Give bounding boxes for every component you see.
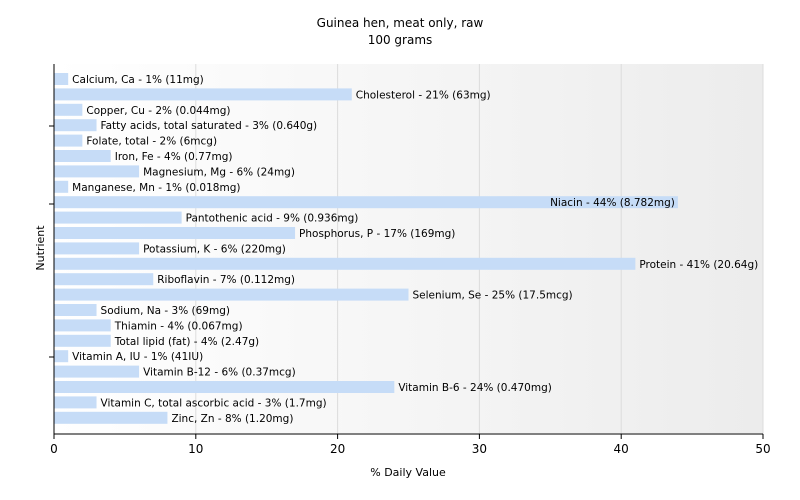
bar-label: Vitamin C, total ascorbic acid - 3% (1.7… — [101, 397, 327, 409]
bar — [54, 334, 111, 347]
bar-label: Total lipid (fat) - 4% (2.47g) — [114, 336, 259, 348]
bar-label: Niacin - 44% (8.782mg) — [550, 197, 675, 209]
y-axis-ticks — [49, 125, 54, 358]
bar — [54, 134, 83, 147]
grid-lines — [195, 64, 764, 434]
bar — [54, 73, 69, 85]
bar — [54, 319, 111, 332]
bar — [54, 350, 69, 363]
bar-label: Thiamin - 4% (0.067mg) — [114, 320, 243, 332]
bars — [54, 73, 678, 424]
bar — [54, 257, 636, 270]
bar-label: Vitamin A, IU - 1% (41IU) — [72, 351, 203, 363]
chart-title: Guinea hen, meat only, raw — [317, 16, 484, 30]
bar — [54, 227, 296, 239]
bar — [54, 411, 168, 424]
bar-label: Copper, Cu - 2% (0.044mg) — [86, 105, 230, 117]
bar-label: Selenium, Se - 25% (17.5mcg) — [413, 290, 573, 302]
bar — [54, 273, 154, 286]
bar — [54, 396, 97, 409]
bar-labels: Calcium, Ca - 1% (11mg) Cholesterol - 21%… — [72, 74, 758, 425]
bar-label: Cholesterol - 21% (63mg) — [356, 89, 491, 101]
bar — [54, 165, 140, 178]
x-tick-label: 0 — [50, 442, 58, 456]
x-tick-label: 10 — [188, 442, 203, 456]
bar-label: Potassium, K - 6% (220mg) — [143, 243, 286, 255]
bar-label: Vitamin B-12 - 6% (0.37mcg) — [143, 367, 296, 379]
bar — [54, 103, 83, 116]
bar — [54, 211, 182, 224]
bar — [54, 242, 140, 255]
x-tick-label: 50 — [755, 442, 770, 456]
bar-label: Folate, total - 2% (6mcg) — [86, 136, 217, 148]
bar-label: Protein - 41% (20.64g) — [639, 259, 758, 271]
bar — [54, 196, 678, 209]
plot-background — [54, 64, 763, 433]
x-axis-ticks: 0 10 20 30 40 50 — [50, 434, 771, 456]
bar-label: Iron, Fe - 4% (0.77mg) — [115, 151, 233, 163]
y-axis-label: Nutrient — [34, 225, 47, 271]
bar-label: Zinc, Zn - 8% (1.20mg) — [171, 413, 293, 425]
bar — [54, 88, 352, 101]
bar-label: Phosphorus, P - 17% (169mg) — [299, 228, 455, 240]
bar — [54, 180, 69, 193]
bar-label: Magnesium, Mg - 6% (24mg) — [143, 166, 295, 178]
x-axis-label: % Daily Value — [370, 466, 446, 479]
bar — [54, 304, 97, 316]
bar — [54, 365, 140, 378]
bar-label: Riboflavin - 7% (0.112mg) — [157, 274, 295, 286]
x-tick-label: 30 — [472, 442, 487, 456]
bar-label: Sodium, Na - 3% (69mg) — [101, 305, 230, 317]
bar — [54, 150, 111, 162]
chart-subtitle: 100 grams — [368, 33, 433, 47]
bar — [54, 119, 97, 132]
bar — [54, 381, 395, 393]
x-tick-label: 40 — [614, 442, 629, 456]
x-tick-label: 20 — [330, 442, 345, 456]
bar-label: Pantothenic acid - 9% (0.936mg) — [186, 213, 359, 225]
bar — [54, 288, 409, 301]
bar-label: Calcium, Ca - 1% (11mg) — [72, 74, 204, 86]
bar-label: Fatty acids, total saturated - 3% (0.640… — [101, 120, 318, 132]
bar-label: Manganese, Mn - 1% (0.018mg) — [72, 182, 240, 194]
bar-label: Vitamin B-6 - 24% (0.470mg) — [398, 382, 552, 394]
